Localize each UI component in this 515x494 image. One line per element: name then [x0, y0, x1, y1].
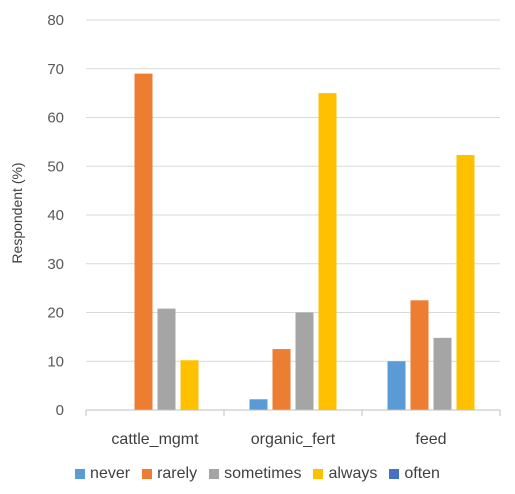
legend-item-often: often — [389, 465, 440, 483]
bar-always-cattle_mgmt — [180, 360, 199, 410]
y-tick-label: 70 — [47, 61, 64, 78]
y-tick-label: 30 — [47, 256, 64, 273]
gridlines — [86, 19, 500, 362]
bar-rarely-cattle_mgmt — [134, 73, 153, 410]
bar-always-organic_fert — [318, 93, 337, 410]
legend-item-sometimes: sometimes — [209, 465, 301, 483]
legend-item-always: always — [313, 465, 377, 483]
bar-rarely-feed — [410, 300, 429, 410]
legend-swatch — [389, 469, 400, 479]
y-tick-label: 80 — [47, 12, 64, 29]
legend-item-rarely: rarely — [142, 465, 197, 483]
y-tick-label: 50 — [47, 158, 64, 175]
bar-sometimes-feed — [433, 337, 452, 410]
legend-label: always — [328, 465, 378, 482]
legend-label: rarely — [157, 465, 198, 482]
legend-label: never — [90, 465, 131, 482]
legend-label: sometimes — [224, 465, 302, 482]
bar-always-feed — [456, 155, 475, 410]
x-category-label: feed — [415, 431, 446, 448]
legend-label: often — [404, 465, 440, 482]
bar-rarely-organic_fert — [272, 349, 291, 410]
x-category-label: cattle_mgmt — [111, 431, 199, 448]
x-category-labels: cattle_mgmt organic_fert feed — [111, 431, 446, 448]
legend-item-never: never — [75, 465, 130, 483]
bar-never-organic_fert — [249, 399, 268, 410]
x-axis — [85, 409, 501, 416]
legend: never rarely sometimes always often — [0, 461, 515, 487]
y-tick-label: 40 — [47, 207, 64, 224]
y-tick-label: 0 — [56, 402, 64, 419]
y-tick-labels: 0 10 20 30 40 50 60 70 80 — [47, 12, 64, 419]
y-tick-label: 60 — [47, 110, 64, 127]
bar-never-feed — [387, 361, 406, 410]
y-axis-label: Respondent (%) — [9, 162, 25, 263]
legend-swatch — [313, 469, 324, 479]
bar-sometimes-organic_fert — [295, 312, 314, 410]
y-tick-label: 10 — [47, 353, 64, 370]
legend-swatch — [75, 469, 86, 479]
legend-swatch — [209, 469, 220, 479]
bar-sometimes-cattle_mgmt — [157, 308, 176, 410]
x-category-label: organic_fert — [251, 431, 336, 448]
legend-swatch — [142, 469, 153, 479]
bar-chart: 0 10 20 30 40 50 60 70 80 cattle_mgmt organic_fer… — [9, 12, 501, 448]
y-tick-label: 20 — [47, 305, 64, 322]
bars — [134, 73, 475, 410]
